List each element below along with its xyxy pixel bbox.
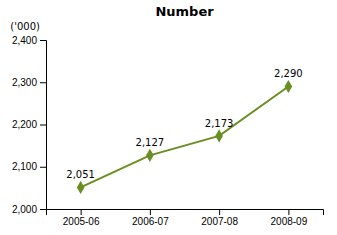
y-tick: 2,100 (12, 161, 46, 172)
y-tick: 2,400 (12, 35, 46, 46)
x-tick-mark (150, 209, 151, 215)
data-label: 2,051 (66, 169, 95, 180)
chart: Number ('000) 2,000 2,100 2,200 2,300 2,400 200… (0, 0, 337, 235)
x-tick-label: 2006-07 (132, 216, 169, 227)
data-label: 2,290 (274, 68, 303, 79)
title: Number (155, 4, 214, 19)
y-tick: 2,000 (12, 204, 46, 215)
y-axis: 2,000 2,100 2,200 2,300 2,400 (12, 35, 47, 215)
x-tick: 2008-09 (271, 209, 308, 227)
data-labels: 2,051 2,127 2,173 2,290 (66, 68, 302, 180)
x-tick-label: 2007-08 (201, 216, 238, 227)
marker (77, 181, 85, 194)
y-tick-mark (40, 82, 46, 83)
y-tick-label: 2,100 (12, 161, 37, 172)
y-axis-line (40, 41, 47, 210)
marker (146, 149, 154, 162)
marker (285, 80, 293, 93)
y-tick: 2,200 (12, 119, 46, 130)
y-tick-label: 2,400 (12, 35, 37, 46)
x-tick-mark (81, 209, 82, 215)
y-tick-label: 2,200 (12, 119, 37, 130)
x-tick-label: 2008-09 (271, 216, 308, 227)
data-label: 2,173 (205, 118, 234, 129)
x-tick: 2007-08 (201, 209, 238, 227)
x-tick-mark (219, 209, 220, 215)
data-label: 2,127 (136, 137, 165, 148)
y-tick-mark (40, 40, 46, 41)
y-tick: 2,300 (12, 77, 46, 88)
x-tick: 2006-07 (132, 209, 169, 227)
x-tick-mark (288, 209, 289, 215)
plot: ('000)2,0002,1002,2002,3002,4002005-0620… (10, 21, 323, 227)
y-tick-mark (40, 125, 46, 126)
x-axis-line (47, 210, 324, 216)
x-tick: 2005-06 (63, 209, 100, 227)
y-tick-mark (40, 209, 46, 210)
x-axis: 2005-06 2006-07 2007-08 2008-09 (47, 209, 324, 227)
x-tick-label: 2005-06 (63, 216, 100, 227)
marker (215, 129, 223, 142)
y-tick-mark (40, 167, 46, 168)
y-label: ('000) (10, 21, 40, 32)
marks (77, 80, 292, 194)
line (81, 86, 289, 187)
y-tick-label: 2,300 (12, 77, 37, 88)
y-tick-label: 2,000 (12, 204, 37, 215)
